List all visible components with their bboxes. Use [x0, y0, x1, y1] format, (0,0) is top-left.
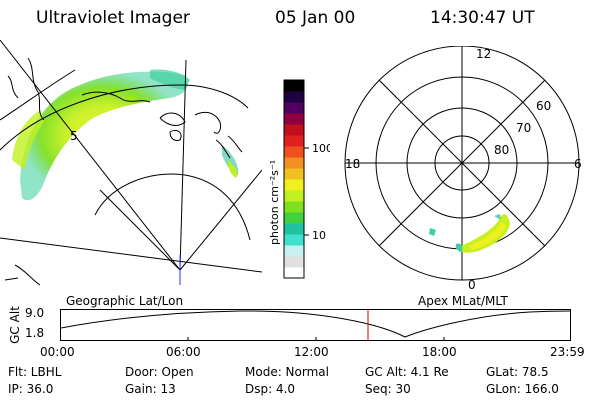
- image-date: 05 Jan 00: [275, 8, 356, 28]
- colorbar-band: [284, 234, 304, 246]
- polar-grid: [344, 46, 580, 281]
- filter-info: Flt: LBHL: [8, 365, 62, 379]
- orbit-time-1: 06:00: [166, 345, 201, 359]
- ip-info: IP: 36.0: [8, 382, 54, 396]
- colorbar-band: [284, 146, 304, 158]
- polar-plot: 12 18 6 0 60 70 80: [344, 46, 582, 290]
- aurora-patch: [494, 214, 501, 220]
- geographic-caption: Geographic Lat/Lon: [66, 294, 184, 308]
- colorbar-band: [284, 256, 304, 268]
- latlon-grid: [0, 40, 262, 273]
- colorbar-band: [284, 245, 304, 257]
- mlt-0-label: 0: [468, 278, 476, 290]
- seq-info: Seq: 30: [365, 382, 411, 396]
- mlat-80-label: 80: [494, 143, 509, 157]
- colorbar-frame: [283, 79, 305, 279]
- colorbar-band: [284, 135, 304, 147]
- colorbar-band: [284, 157, 304, 169]
- coastlines: [4, 57, 243, 286]
- instrument-title: Ultraviolet Imager: [36, 8, 190, 28]
- geographic-map: 5: [0, 40, 262, 286]
- image-time: 14:30:47 UT: [430, 8, 535, 28]
- colorbar-tick-10: 10: [312, 229, 326, 242]
- orbit-frame: [60, 309, 571, 341]
- glat-info: GLat: 78.5: [486, 365, 549, 379]
- mlat-70-label: 70: [516, 121, 531, 135]
- orbit-time-3: 18:00: [422, 345, 457, 359]
- door-info: Door: Open: [125, 365, 194, 379]
- orbit-altitude-plot: [60, 309, 571, 341]
- mlt-18-label: 18: [345, 157, 360, 171]
- colorbar: 100 10 photon cm⁻²s⁻¹: [268, 79, 330, 279]
- colorbar-band: [284, 179, 304, 191]
- colorbar-gradient: [284, 80, 304, 279]
- mlt-6-label: 6: [574, 157, 582, 171]
- orbit-ticks: [187, 337, 445, 341]
- aurora-patch: [12, 110, 45, 170]
- altitude-curve: [60, 310, 571, 338]
- gc-alt-info: GC Alt: 4.1 Re: [365, 365, 449, 379]
- colorbar-band: [284, 190, 304, 202]
- colorbar-band: [284, 113, 304, 125]
- colorbar-band: [284, 80, 304, 92]
- mlt-12-label: 12: [476, 47, 491, 61]
- colorbar-tick-100: 100: [312, 142, 330, 155]
- lat-label: 5: [70, 129, 78, 143]
- colorbar-band: [284, 212, 304, 224]
- orbit-time-2: 12:00: [294, 345, 329, 359]
- aurora-emission-band: [20, 71, 188, 201]
- dsp-info: Dsp: 4.0: [245, 382, 296, 396]
- glon-info: GLon: 166.0: [486, 382, 559, 396]
- apex-caption: Apex MLat/MLT: [418, 294, 508, 308]
- colorbar-unit-label: photon cm⁻²s⁻¹: [268, 160, 281, 245]
- aurora-oval-segment: [456, 214, 510, 253]
- colorbar-band: [284, 201, 304, 213]
- colorbar-band: [284, 267, 304, 279]
- mlat-60-label: 60: [536, 99, 551, 113]
- orbit-time-0: 00:00: [40, 345, 75, 359]
- orbit-ymin: 1.8: [25, 326, 45, 340]
- aurora-patch: [228, 160, 238, 178]
- colorbar-band: [284, 124, 304, 136]
- aurora-oval-core: [468, 222, 506, 250]
- orbit-ylabel: GC Alt: [7, 306, 22, 344]
- mode-info: Mode: Normal: [245, 365, 329, 379]
- colorbar-band: [284, 91, 304, 103]
- colorbar-band: [284, 223, 304, 235]
- aurora-patch: [455, 243, 463, 252]
- gain-info: Gain: 13: [125, 382, 176, 396]
- colorbar-band: [284, 102, 304, 114]
- orbit-ymax: 9.0: [25, 306, 45, 320]
- aurora-patch: [429, 228, 436, 236]
- colorbar-band: [284, 168, 304, 180]
- orbit-time-4: 23:59: [550, 345, 585, 359]
